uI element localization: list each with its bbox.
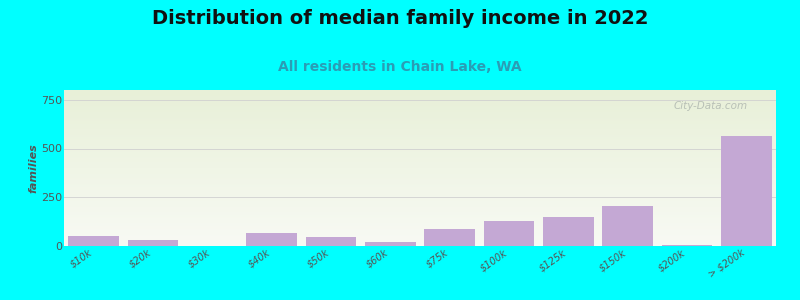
Bar	[602, 206, 653, 246]
Bar	[543, 217, 594, 246]
Bar	[306, 237, 356, 246]
Text: Distribution of median family income in 2022: Distribution of median family income in …	[152, 9, 648, 28]
Bar	[662, 245, 712, 246]
Bar	[128, 240, 178, 246]
Text: All residents in Chain Lake, WA: All residents in Chain Lake, WA	[278, 60, 522, 74]
Text: City-Data.com: City-Data.com	[674, 101, 747, 111]
Bar	[69, 236, 119, 246]
Y-axis label: families: families	[29, 143, 38, 193]
Bar	[721, 136, 771, 246]
Bar	[425, 230, 475, 246]
Bar	[484, 221, 534, 246]
Bar	[365, 242, 415, 246]
Bar	[246, 233, 297, 246]
